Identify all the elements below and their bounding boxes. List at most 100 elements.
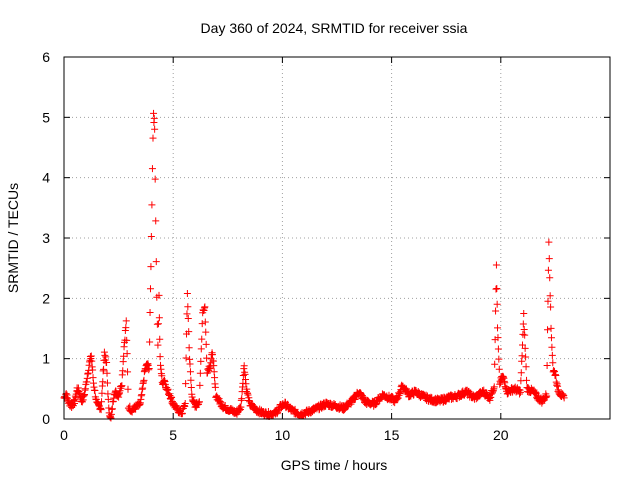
data-point [122, 317, 130, 325]
y-axis-label: SRMTID / TECUs [5, 183, 21, 293]
data-point [242, 380, 250, 388]
data-point [158, 372, 166, 380]
data-point [155, 291, 163, 299]
data-point [140, 376, 148, 384]
chart-title: Day 360 of 2024, SRMTID for receiver ssi… [201, 20, 468, 36]
data-point [495, 365, 503, 373]
data-point [103, 369, 111, 377]
x-tick-label: 0 [60, 427, 68, 443]
data-point [197, 357, 205, 365]
data-point [103, 379, 111, 387]
data-point [184, 303, 192, 311]
data-point [544, 326, 552, 334]
data-point [148, 165, 156, 173]
data-point [492, 307, 500, 315]
data-point [202, 328, 210, 336]
data-point [546, 274, 554, 282]
data-point [108, 405, 116, 413]
x-tick-label: 5 [169, 427, 177, 443]
data-point [491, 360, 499, 368]
data-point [124, 368, 132, 376]
data-point [89, 366, 97, 374]
data-point [196, 381, 204, 389]
data-point [150, 114, 158, 122]
data-point [522, 353, 530, 361]
data-point [209, 351, 217, 359]
data-point [492, 285, 500, 293]
data-point [494, 324, 502, 332]
data-point [210, 368, 218, 376]
data-point [490, 383, 498, 391]
data-point [544, 266, 552, 274]
data-point [495, 355, 503, 363]
data-point [98, 389, 106, 397]
data-point [149, 134, 157, 142]
data-point [522, 363, 530, 371]
y-tick-label: 3 [42, 230, 50, 246]
y-tick-label: 1 [42, 351, 50, 367]
data-point [211, 374, 219, 382]
data-point [182, 354, 190, 362]
data-point [152, 217, 160, 225]
data-point [186, 368, 194, 376]
x-tick-label: 10 [275, 427, 291, 443]
data-point [154, 341, 162, 349]
x-tick-label: 15 [384, 427, 400, 443]
data-point [145, 364, 153, 372]
data-point [187, 383, 195, 391]
data-point [152, 258, 160, 266]
y-tick-label: 2 [42, 290, 50, 306]
data-point [543, 362, 551, 370]
data-point [546, 292, 554, 300]
data-point [547, 334, 555, 342]
data-point [549, 359, 557, 367]
data-point [547, 324, 555, 332]
data-point [97, 406, 105, 414]
data-point [203, 354, 211, 362]
data-point [147, 233, 155, 241]
data-point [184, 314, 192, 322]
y-tick-label: 0 [42, 411, 50, 427]
data-point [104, 395, 112, 403]
data-point [186, 360, 194, 368]
data-point [146, 308, 154, 316]
data-point [548, 351, 556, 359]
data-point [182, 380, 190, 388]
data-point [156, 335, 164, 343]
data-point [492, 261, 500, 269]
data-point [523, 376, 531, 384]
data-point [518, 352, 526, 360]
data-point [123, 336, 131, 344]
data-point [187, 376, 195, 384]
data-point [195, 398, 203, 406]
data-point [146, 285, 154, 293]
data-point [103, 358, 111, 366]
y-tick-label: 6 [42, 49, 50, 65]
data-point [196, 369, 204, 377]
data-point [118, 382, 126, 390]
data-point [545, 238, 553, 246]
data-point [185, 344, 193, 352]
data-point [210, 362, 218, 370]
y-tick-label: 4 [42, 170, 50, 186]
data-point [544, 297, 552, 305]
data-point [519, 330, 527, 338]
data-point [124, 385, 132, 393]
data-point [552, 372, 560, 380]
data-point [548, 343, 556, 351]
data-point [154, 320, 162, 328]
data-point [183, 310, 191, 318]
data-point [543, 392, 551, 400]
data-point [198, 335, 206, 343]
data-point [520, 310, 528, 318]
data-point [560, 394, 568, 402]
data-point [521, 331, 529, 339]
data-point [91, 387, 99, 395]
data-point [202, 340, 210, 348]
data-points [60, 109, 568, 422]
data-point [100, 365, 108, 373]
data-point [547, 303, 555, 311]
data-point [239, 372, 247, 380]
data-point [181, 399, 189, 407]
